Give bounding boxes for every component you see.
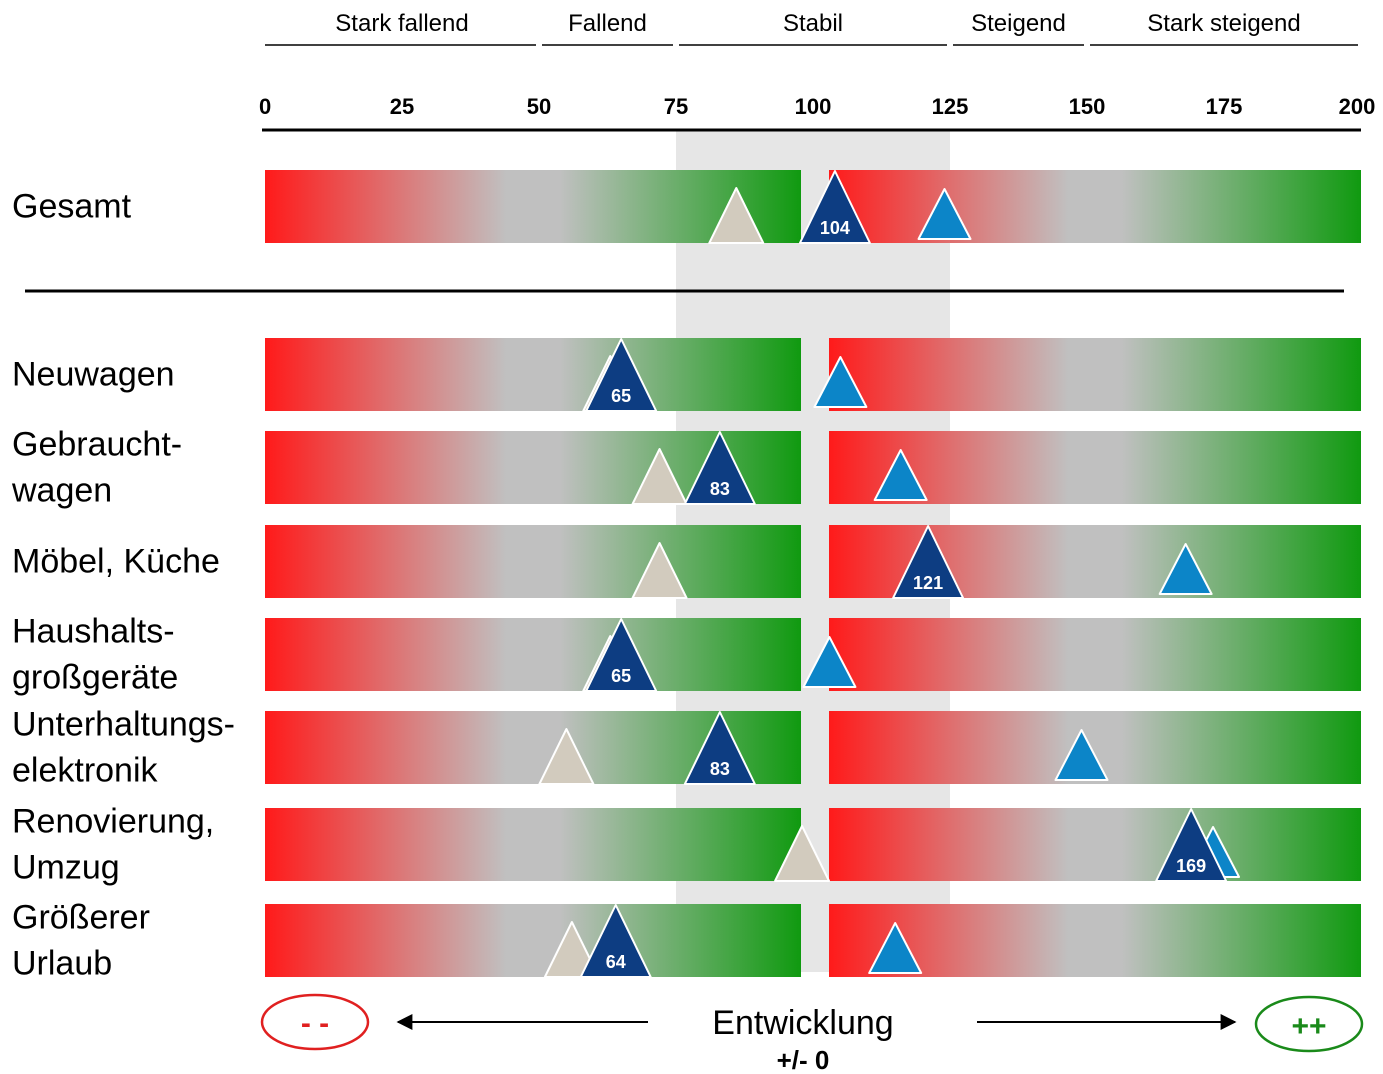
marker-current-label: 65 [611,386,631,406]
marker-blue [868,922,923,974]
marker-current [683,431,756,505]
marker-light [774,825,831,882]
marker-current [585,618,658,692]
marker-current-label: 65 [611,666,631,686]
badge-right-label: ++ [1291,1010,1326,1043]
row: Unterhaltungs-elektronik 83 [12,706,1361,790]
badge-left-label: - - [301,1007,329,1040]
marker-current [683,711,756,785]
marker-blue [873,449,928,501]
badge-right [1254,995,1364,1053]
band-label: Steigend [971,10,1066,37]
marker-blue [802,636,857,688]
bar-right [829,338,1361,411]
marker-light [543,921,600,978]
category-label: elektronik [12,752,159,790]
marker-blue [1054,729,1109,781]
marker-current [585,338,658,412]
bar-right [829,618,1361,691]
category-label: Renovierung, [12,803,214,841]
tick-label: 175 [1206,94,1243,119]
tick-label: 125 [932,94,969,119]
marker-light [708,187,765,244]
marker-current-label: 64 [606,952,626,972]
marker-blue [917,188,972,240]
marker-current-label: 83 [710,759,730,779]
marker-current-label: 83 [710,479,730,499]
marker-blue [813,356,868,408]
footer-sublabel: +/- 0 [777,1045,830,1074]
category-label: großgeräte [12,659,178,697]
bar-left [265,338,801,411]
bar-left [265,170,801,243]
band-label: Stabil [783,10,843,37]
category-label: Größerer [12,899,150,937]
marker-current [1155,808,1228,882]
rows: Gesamt 104 Neuwagen 65 Gebraucht-wagen 83 Möbe… [11,170,1361,983]
marker-blue [1158,543,1213,595]
tick-label: 200 [1339,94,1376,119]
category-label: wagen [11,472,112,510]
bar-left [265,618,801,691]
band-label: Fallend [568,10,647,37]
marker-current [579,904,652,978]
row: Haushalts-großgeräte 65 [12,613,1361,697]
category-label: Gebraucht- [12,426,182,464]
band-label: Stark fallend [335,10,468,37]
category-label: Neuwagen [12,356,175,394]
marker-current [892,525,965,599]
category-label: Gesamt [12,188,132,226]
tick-label: 150 [1069,94,1106,119]
band-label: Stark steigend [1147,10,1300,37]
row: Gebraucht-wagen 83 [11,426,1361,510]
marker-current-label: 169 [1176,856,1206,876]
marker-current [798,170,871,244]
tick-label: 0 [259,94,271,119]
category-label: Unterhaltungs- [12,706,235,744]
tick-label: 25 [390,94,414,119]
row: Neuwagen 65 [12,338,1361,412]
bar-right [829,170,1361,243]
marker-light [631,448,688,505]
category-label: Urlaub [12,945,112,983]
bar-right [829,808,1361,881]
bar-left [265,808,801,881]
category-label: Umzug [12,849,120,887]
tick-label: 50 [527,94,551,119]
category-label: Möbel, Küche [12,543,220,581]
bar-left [265,525,801,598]
row: Gesamt 104 [12,170,1361,244]
tick-label: 75 [664,94,688,119]
footer: - - ++ Entwicklung +/- 0 [260,993,1364,1074]
tick-label: 100 [795,94,832,119]
top-axis: Stark fallend Fallend Stabil Steigend Stark … [259,10,1376,132]
category-label: Haushalts- [12,613,175,651]
row: Größerer Urlaub 64 [12,899,1361,983]
marker-current-label: 104 [820,218,850,238]
bar-left [265,904,801,977]
marker-light [538,728,595,785]
marker-light [631,542,688,599]
row: Möbel, Küche 121 [12,525,1361,599]
row: Renovierung, Umzug 169 [12,803,1361,887]
badge-left [260,993,370,1051]
footer-label: Entwicklung [712,1004,893,1042]
marker-current-label: 121 [913,573,943,593]
